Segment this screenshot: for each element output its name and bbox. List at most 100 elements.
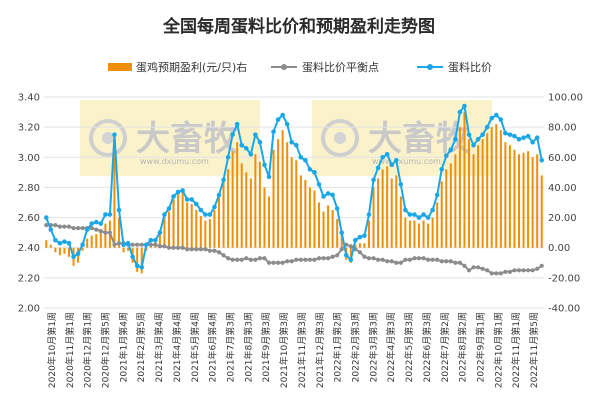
breakeven-point: [62, 225, 66, 229]
profit-bar: [400, 196, 402, 247]
ratio-point: [85, 227, 90, 232]
profit-bar: [68, 248, 70, 257]
ratio-point: [58, 241, 63, 246]
profit-bar: [277, 139, 279, 248]
breakeven-point: [453, 261, 457, 265]
chart-title: 全国每周蛋料比价和预期盈利走势图: [162, 16, 435, 37]
breakeven-point: [485, 268, 489, 272]
profit-bar: [486, 133, 488, 248]
ratio-point: [294, 143, 299, 148]
profit-bar: [136, 248, 138, 272]
ratio-point: [194, 202, 199, 207]
ratio-point: [253, 132, 258, 137]
breakeven-point: [290, 259, 294, 263]
profit-bar: [409, 221, 411, 248]
profit-bar: [391, 178, 393, 247]
breakeven-point: [494, 271, 498, 275]
ratio-point: [521, 135, 526, 140]
profit-bar: [186, 203, 188, 248]
breakeven-point: [203, 247, 207, 251]
profit-bar: [304, 180, 306, 248]
breakeven-point: [390, 259, 394, 263]
profit-bar: [309, 187, 311, 247]
profit-bar: [263, 187, 265, 247]
breakeven-point: [117, 241, 121, 245]
ratio-point: [480, 132, 485, 137]
breakeven-point: [67, 225, 71, 229]
watermark-brand: 大畜牧: [136, 119, 239, 159]
ratio-point: [239, 143, 244, 148]
profit-bar: [427, 224, 429, 248]
breakeven-line: [46, 225, 541, 273]
watermark-logo-icon: [102, 132, 114, 144]
x-axis-tick-label: 2021年2月第5周: [135, 312, 147, 382]
legend-marker-ratio: [427, 64, 433, 70]
x-axis-tick-label: 2022年6月第3周: [421, 312, 433, 382]
ratio-point: [344, 253, 349, 258]
profit-bar: [50, 245, 52, 248]
breakeven-point: [235, 258, 239, 262]
ratio-point: [535, 135, 540, 140]
ratio-point: [208, 212, 213, 217]
breakeven-point: [276, 261, 280, 265]
profit-bar: [209, 219, 211, 248]
breakeven-point: [240, 258, 244, 262]
breakeven-point: [417, 256, 421, 260]
ratio-point: [285, 122, 290, 127]
ratio-point: [389, 163, 394, 168]
breakeven-point: [435, 258, 439, 262]
breakeven-point: [358, 250, 362, 254]
left-axis-tick-label: 2.00: [18, 304, 40, 315]
profit-bar: [382, 169, 384, 247]
ratio-point: [462, 104, 467, 109]
profit-bar: [286, 142, 288, 248]
ratio-point: [130, 254, 135, 259]
x-axis-tick-label: 2021年11月第3周: [296, 312, 308, 388]
profit-bar: [513, 150, 515, 248]
ratio-point: [235, 122, 240, 127]
x-axis-tick-label: 2020年10月第1周: [46, 312, 58, 388]
breakeven-point: [285, 259, 289, 263]
breakeven-point: [444, 259, 448, 263]
legend: 蛋鸡预期盈利(元/只)右 蛋料比价平衡点 蛋料比价: [108, 60, 492, 74]
profit-bar: [436, 203, 438, 248]
breakeven-point: [199, 247, 203, 251]
profit-bar: [482, 139, 484, 248]
profit-bar: [418, 224, 420, 248]
ratio-point: [399, 182, 404, 187]
breakeven-point: [526, 268, 530, 272]
x-axis-tick-label: 2020年11月第1周: [64, 312, 76, 388]
profit-bar: [313, 190, 315, 247]
breakeven-point: [253, 258, 257, 262]
profit-bar: [327, 206, 329, 248]
breakeven-point: [176, 246, 180, 250]
profit-bar: [200, 216, 202, 248]
right-axis-tick-label: 80.00: [548, 123, 577, 134]
breakeven-point: [540, 264, 544, 268]
breakeven-point: [167, 246, 171, 250]
breakeven-point: [349, 244, 353, 248]
profit-bar: [91, 236, 93, 248]
x-axis-tick-label: 2021年4月第4周: [171, 312, 183, 382]
profit-bar: [245, 172, 247, 247]
breakeven-point: [76, 226, 80, 230]
watermark-logo-icon: [334, 132, 346, 144]
breakeven-point: [231, 258, 235, 262]
profit-bar: [223, 180, 225, 248]
ratio-point: [303, 158, 308, 163]
profit-bar: [404, 218, 406, 248]
ratio-point: [430, 208, 435, 213]
breakeven-point: [108, 231, 112, 235]
profit-bar: [173, 199, 175, 247]
ratio-point: [499, 117, 504, 122]
breakeven-point: [262, 256, 266, 260]
profit-bar: [123, 248, 125, 253]
ratio-point: [412, 212, 417, 217]
profit-bar: [254, 154, 256, 247]
profit-bar: [227, 169, 229, 247]
profit-bar: [163, 218, 165, 248]
ratio-point: [217, 193, 222, 198]
profit-bar: [386, 166, 388, 247]
ratio-point: [439, 167, 444, 172]
